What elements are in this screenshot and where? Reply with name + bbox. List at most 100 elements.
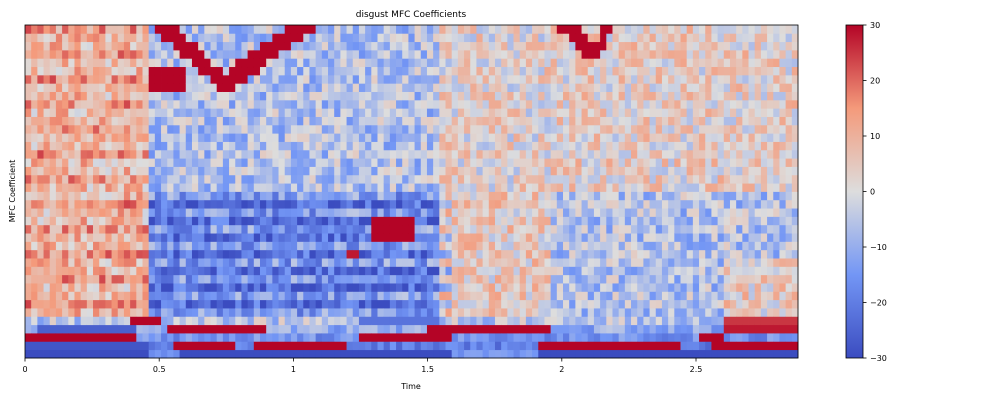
- heatmap-cell: [25, 91, 32, 101]
- heatmap-cell: [433, 191, 440, 201]
- heatmap-cell: [544, 91, 552, 101]
- heatmap-cell: [346, 166, 354, 176]
- heatmap-cell: [241, 224, 249, 234]
- heatmap-cell: [655, 91, 663, 101]
- heatmap-cell: [618, 249, 626, 259]
- heatmap-cell: [253, 316, 261, 326]
- heatmap-cell: [507, 41, 514, 51]
- heatmap-cell: [123, 224, 131, 234]
- heatmap-cell: [624, 291, 632, 301]
- heatmap-cell: [111, 74, 119, 84]
- heatmap-cell: [544, 41, 552, 51]
- heatmap-cell: [278, 274, 286, 284]
- heatmap-cell: [173, 216, 180, 226]
- heatmap-cell: [309, 124, 317, 134]
- heatmap-cell: [334, 183, 341, 192]
- heatmap-cell: [247, 233, 255, 242]
- heatmap-cell: [575, 249, 582, 259]
- heatmap-cell: [525, 66, 533, 76]
- heatmap-cell: [396, 174, 403, 184]
- heatmap-cell: [86, 233, 94, 242]
- heatmap-cell: [253, 258, 261, 267]
- heatmap-cell: [93, 58, 100, 68]
- heatmap-cell: [340, 66, 347, 76]
- heatmap-cell: [328, 108, 335, 117]
- heatmap-cell: [210, 349, 218, 359]
- heatmap-cell: [655, 341, 663, 351]
- heatmap-cell: [754, 299, 762, 309]
- heatmap-cell: [532, 266, 539, 276]
- heatmap-cell: [43, 174, 51, 184]
- heatmap-cell: [569, 341, 576, 351]
- heatmap-cell: [631, 199, 638, 209]
- heatmap-cell: [655, 308, 663, 317]
- heatmap-cell: [717, 174, 725, 184]
- heatmap-cell: [31, 291, 38, 301]
- heatmap-cell: [593, 133, 601, 142]
- heatmap-cell: [303, 183, 310, 192]
- heatmap-cell: [624, 333, 632, 342]
- heatmap-cell: [105, 274, 112, 284]
- heatmap-cell: [198, 124, 205, 134]
- heatmap-cell: [556, 166, 564, 176]
- heatmap-cell: [216, 291, 224, 301]
- heatmap-cell: [49, 266, 57, 276]
- heatmap-cell: [532, 33, 539, 43]
- heatmap-cell: [346, 141, 354, 151]
- heatmap-cell: [760, 266, 768, 276]
- heatmap-cell: [593, 316, 601, 326]
- heatmap-cell: [760, 199, 768, 209]
- heatmap-cell: [272, 25, 279, 34]
- heatmap-cell: [593, 41, 601, 51]
- heatmap-cell: [346, 208, 354, 217]
- heatmap-cell: [457, 233, 465, 242]
- heatmap-cell: [191, 291, 199, 301]
- heatmap-cell: [754, 224, 762, 234]
- heatmap-cell: [637, 191, 644, 201]
- heatmap-cell: [618, 324, 626, 334]
- heatmap-cell: [49, 191, 57, 201]
- heatmap-cell: [754, 33, 762, 43]
- heatmap-cell: [93, 41, 100, 51]
- heatmap-cell: [445, 174, 453, 184]
- heatmap-cell: [55, 341, 63, 351]
- heatmap-cell: [328, 349, 335, 359]
- heatmap-cell: [55, 274, 63, 284]
- heatmap-cell: [501, 258, 508, 267]
- heatmap-cell: [161, 283, 168, 292]
- heatmap-cell: [464, 158, 471, 167]
- heatmap-cell: [791, 124, 799, 134]
- heatmap-cell: [445, 324, 453, 334]
- heatmap-cell: [507, 208, 514, 217]
- heatmap-cell: [556, 216, 564, 226]
- heatmap-cell: [148, 141, 156, 151]
- heatmap-cell: [791, 341, 799, 351]
- heatmap-cell: [736, 99, 743, 109]
- heatmap-cell: [600, 41, 607, 51]
- heatmap-cell: [148, 283, 156, 292]
- heatmap-cell: [266, 349, 273, 359]
- heatmap-cell: [55, 291, 63, 301]
- heatmap-cell: [736, 283, 743, 292]
- heatmap-cell: [686, 49, 694, 59]
- heatmap-cell: [266, 74, 273, 84]
- heatmap-cell: [729, 316, 737, 326]
- heatmap-cell: [476, 174, 484, 184]
- heatmap-cell: [402, 83, 409, 92]
- heatmap-cell: [247, 191, 255, 201]
- heatmap-cell: [105, 241, 112, 251]
- heatmap-cell: [723, 324, 731, 334]
- heatmap-cell: [451, 66, 459, 76]
- heatmap-cell: [43, 249, 51, 259]
- heatmap-cell: [179, 116, 187, 126]
- heatmap-cell: [742, 158, 749, 167]
- heatmap-cell: [352, 333, 360, 342]
- heatmap-cell: [290, 283, 298, 292]
- heatmap-cell: [606, 116, 613, 126]
- heatmap-cell: [550, 333, 558, 342]
- heatmap-cell: [68, 49, 75, 59]
- heatmap-cell: [389, 49, 397, 59]
- heatmap-cell: [773, 349, 780, 359]
- heatmap-cell: [365, 324, 372, 334]
- heatmap-cell: [86, 183, 94, 192]
